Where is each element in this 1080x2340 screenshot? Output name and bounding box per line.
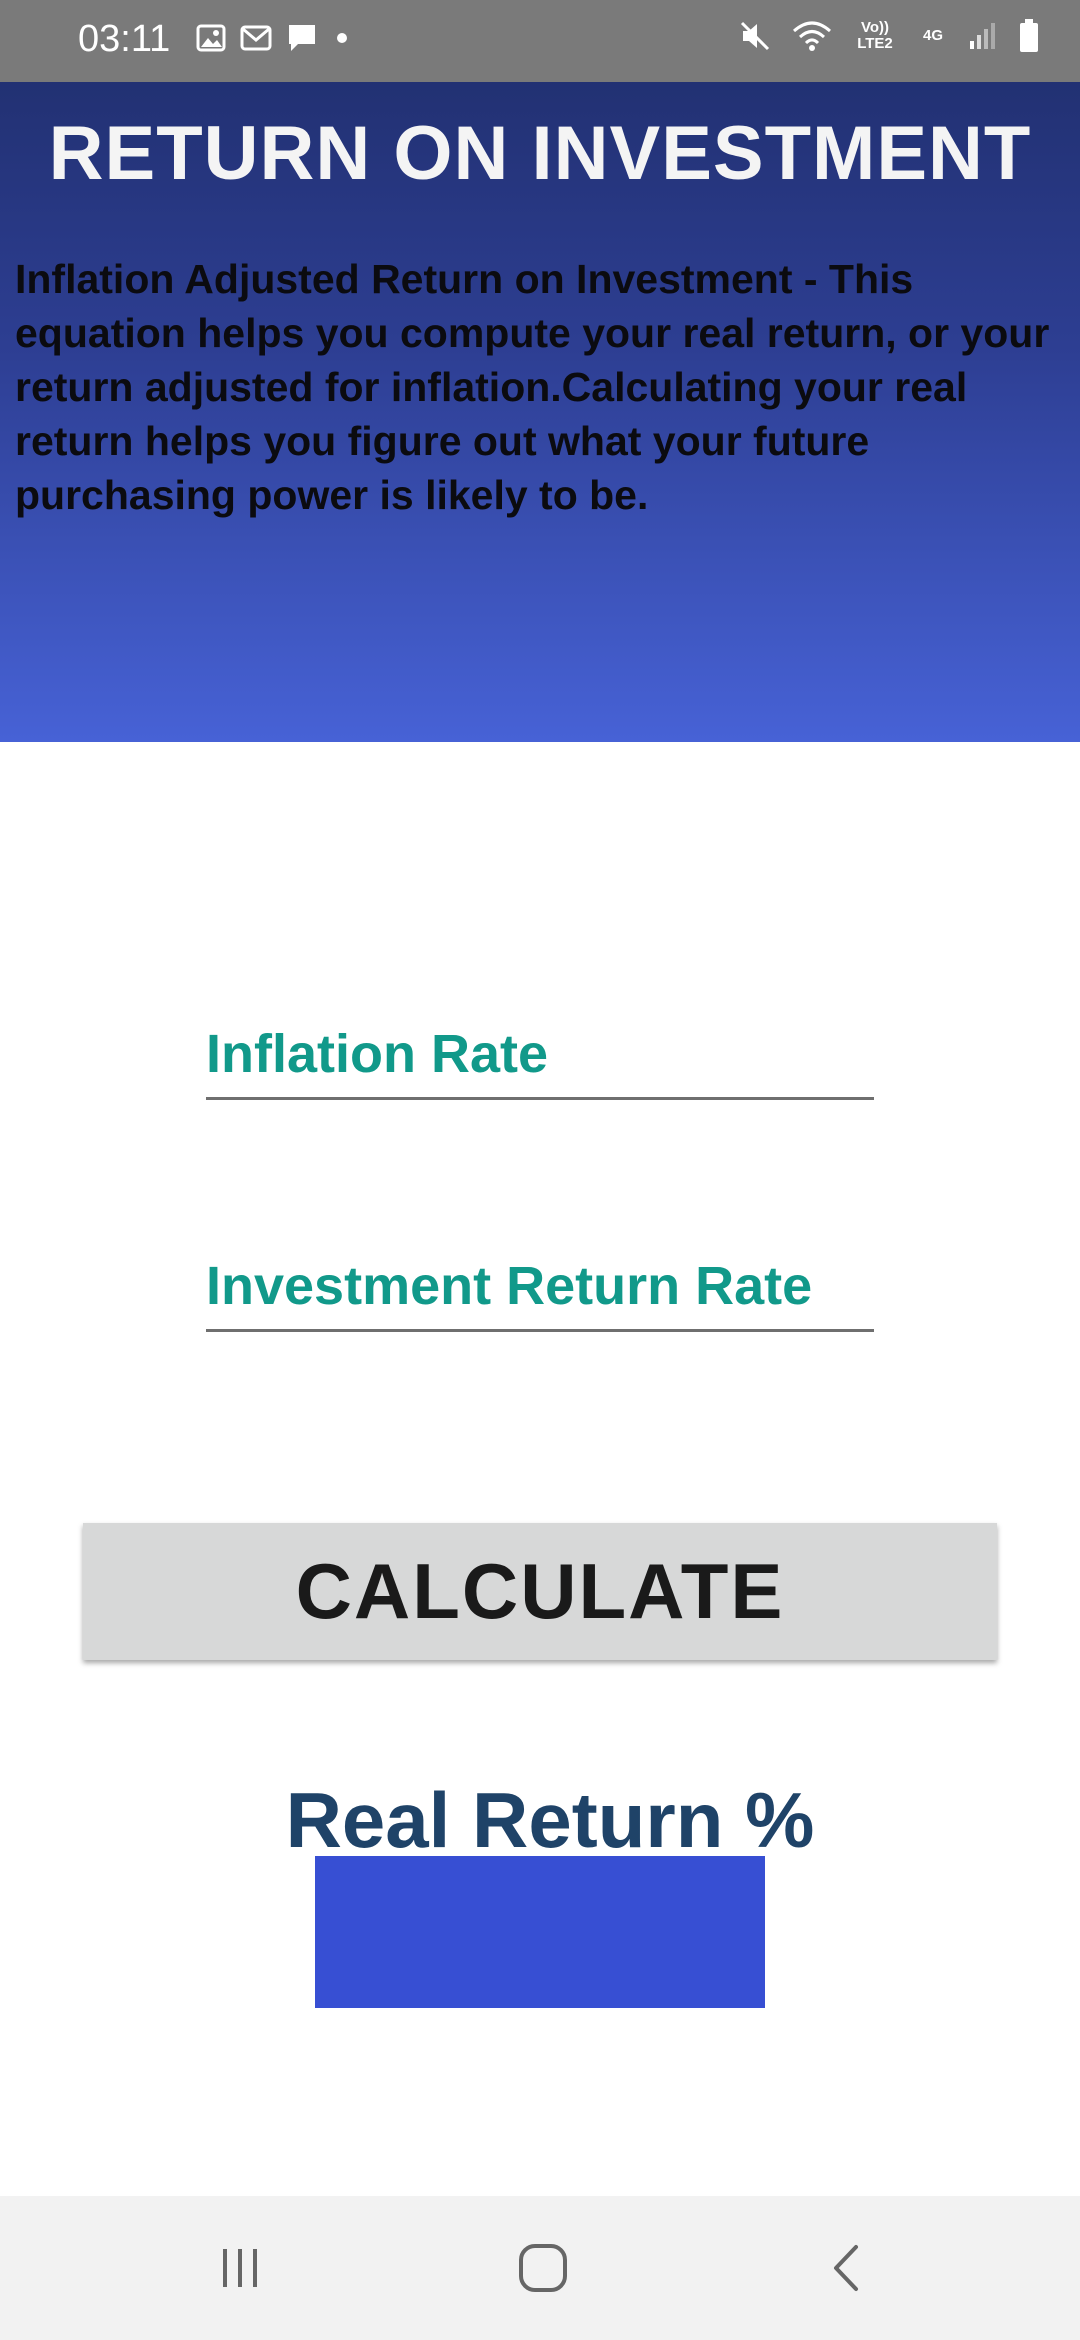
description-text: Inflation Adjusted Return on Investment … bbox=[15, 256, 1050, 518]
dot-icon bbox=[332, 28, 352, 48]
status-bar: 03:11 Vo)) LTE2 4G bbox=[0, 0, 1080, 82]
investment-return-rate-input[interactable] bbox=[206, 1242, 874, 1329]
real-return-label: Real Return % bbox=[285, 1776, 815, 1864]
back-icon[interactable] bbox=[806, 2236, 886, 2300]
mute-icon bbox=[738, 19, 772, 53]
inflation-rate-input[interactable] bbox=[206, 1010, 874, 1097]
calculate-button[interactable]: CALCULATE bbox=[83, 1523, 997, 1660]
navigation-bar bbox=[0, 2196, 1080, 2340]
volte-icon: Vo)) LTE2 bbox=[857, 19, 893, 52]
network-icon: 4G bbox=[922, 27, 943, 44]
wifi-icon bbox=[792, 19, 832, 53]
chat-icon bbox=[286, 22, 318, 54]
recent-apps-icon[interactable] bbox=[200, 2236, 280, 2300]
home-icon[interactable] bbox=[503, 2236, 583, 2300]
notification-icons bbox=[196, 22, 352, 54]
header-banner: RETURN ON INVESTMENT Inflation Adjusted … bbox=[0, 82, 1080, 742]
system-icons: Vo)) LTE2 4G bbox=[738, 18, 1040, 54]
inflation-rate-field bbox=[206, 1010, 874, 1100]
signal-icon bbox=[968, 21, 998, 51]
mail-icon bbox=[240, 23, 272, 53]
battery-icon bbox=[1018, 18, 1040, 54]
investment-return-rate-field bbox=[206, 1242, 874, 1332]
image-icon bbox=[196, 23, 226, 53]
page-title: RETURN ON INVESTMENT bbox=[48, 111, 1032, 196]
real-return-output bbox=[315, 1856, 765, 2008]
status-time: 03:11 bbox=[78, 18, 171, 60]
